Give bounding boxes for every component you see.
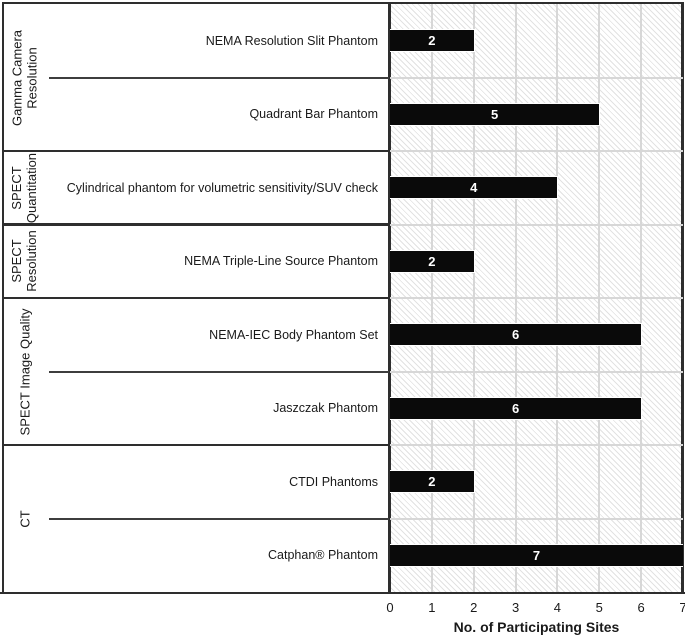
- x-axis-title: No. of Participating Sites: [453, 619, 620, 635]
- bar: 2: [390, 250, 474, 272]
- group-label-text: SPECT Quantitation: [9, 152, 39, 223]
- category-label: CTDI Phantoms: [289, 474, 378, 489]
- x-tick-label: 0: [386, 600, 394, 615]
- x-tick-label: 6: [637, 600, 645, 615]
- category-label: Catphan® Phantom: [268, 548, 378, 563]
- group-label: SPECT Quantitation: [2, 151, 46, 225]
- group-separator: [2, 296, 389, 300]
- figure-border-top: [2, 2, 683, 4]
- bar-value-label: 2: [428, 33, 436, 49]
- group-label: SPECT Image Quality: [2, 298, 46, 445]
- x-tick-label: 2: [470, 600, 478, 615]
- bar-value-label: 2: [428, 253, 436, 269]
- x-tick-label: 5: [595, 600, 603, 615]
- category-label: Jaszczak Phantom: [273, 401, 378, 416]
- bar: 5: [390, 103, 600, 125]
- x-tick-label: 3: [511, 600, 520, 615]
- group-label-text: SPECT Resolution: [9, 230, 39, 292]
- category-label: Quadrant Bar Phantom: [249, 107, 378, 122]
- bar: 4: [390, 177, 558, 199]
- bar-value-label: 5: [491, 106, 499, 122]
- row-separator: [49, 370, 389, 373]
- bar: 6: [390, 324, 642, 346]
- bar: 2: [390, 471, 474, 493]
- plot-border-left: [388, 2, 391, 592]
- group-separator: [2, 443, 389, 447]
- group-label-text: CT: [16, 509, 32, 528]
- horizontal-gridline: [390, 517, 683, 520]
- x-tick-label: 1: [428, 600, 436, 615]
- x-axis-line: [0, 591, 685, 594]
- bar: 2: [390, 30, 474, 52]
- bar-value-label: 2: [428, 474, 436, 490]
- group-label: Gamma Camera Resolution: [2, 4, 46, 151]
- category-label: NEMA Resolution Slit Phantom: [205, 33, 378, 48]
- group-separator: [2, 149, 389, 153]
- group-label: CT: [2, 445, 46, 592]
- horizontal-gridline: [390, 297, 683, 299]
- bar-value-label: 4: [470, 180, 478, 196]
- row-separator: [49, 517, 389, 520]
- bar-value-label: 7: [532, 547, 541, 563]
- row-separator: [49, 76, 389, 79]
- category-label: Cylindrical phantom for volumetric sensi…: [66, 180, 378, 195]
- horizontal-gridline: [390, 150, 683, 152]
- horizontal-gridline: [390, 223, 683, 226]
- plot-area: 2 5 4 2 6 6 2 7: [390, 4, 683, 592]
- x-tick-label: 7: [679, 600, 685, 615]
- horizontal-gridline: [390, 76, 683, 79]
- group-label: SPECT Resolution: [2, 225, 46, 299]
- bar: 6: [390, 397, 642, 419]
- bar: 7: [390, 544, 683, 566]
- horizontal-gridline: [390, 444, 683, 446]
- group-label-text: SPECT Image Quality: [16, 308, 32, 435]
- category-label: NEMA Triple-Line Source Phantom: [184, 254, 378, 269]
- category-label: NEMA-IEC Body Phantom Set: [209, 327, 378, 342]
- x-tick-label: 4: [553, 600, 562, 615]
- group-label-text: Gamma Camera Resolution: [9, 29, 39, 126]
- horizontal-gridline: [390, 370, 683, 373]
- bar-value-label: 6: [511, 327, 520, 343]
- bar-value-label: 6: [511, 400, 520, 416]
- group-separator: [2, 223, 389, 226]
